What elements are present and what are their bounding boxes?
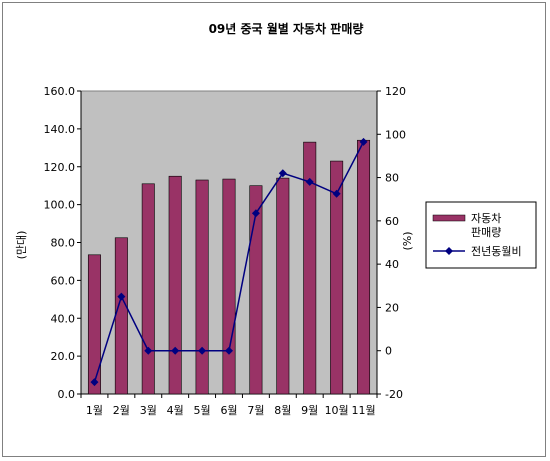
y2-tick-label: 120 [385, 85, 406, 98]
legend-line-label: 전년동월비 [471, 245, 522, 258]
y-tick-label: 160.0 [44, 85, 76, 98]
line-point [278, 169, 287, 178]
line-point [225, 346, 233, 355]
x-tick-label: 1월 [86, 404, 103, 417]
y2-tick-label: -20 [385, 388, 403, 401]
x-tick-label: 7월 [247, 404, 264, 417]
bar [330, 160, 344, 395]
legend: 자동차 판매량 전년동월비 [425, 201, 537, 269]
bar [114, 237, 128, 395]
y-tick-label: 120.0 [44, 161, 76, 174]
combo-chart: 09년 중국 월별 자동차 판매량 0.0 20.0 40.0 60.0 80.0 100… [15, 21, 537, 417]
y-tick-label: 40.0 [51, 312, 76, 325]
line-point [171, 346, 180, 355]
y2-tick-label: 60 [385, 215, 399, 228]
line-point [305, 177, 314, 186]
line-point [90, 378, 99, 387]
x-tick-label: 6월 [220, 404, 237, 417]
bar [249, 185, 263, 395]
bar [195, 179, 209, 395]
plot-area: 0.0 20.0 40.0 60.0 80.0 100.0 120.0 140.0 160.0 -… [44, 85, 407, 417]
chart-title: 09년 중국 월별 자동차 판매량 [209, 21, 364, 36]
y-axis-title: (만대) [15, 231, 28, 260]
y-tick-label: 140.0 [44, 123, 76, 136]
legend-box [425, 201, 537, 269]
y2-tick-label: 40 [385, 258, 399, 271]
x-tick-label: 9월 [301, 404, 318, 417]
line-point [359, 137, 368, 146]
y-tick-label: 80.0 [51, 237, 76, 250]
y-tick-label: 0.0 [58, 388, 76, 401]
bar [87, 254, 101, 395]
bar [276, 177, 290, 395]
line-point [198, 346, 207, 355]
y-tick-label: 100.0 [44, 199, 76, 212]
y2-tick-label: 80 [385, 172, 399, 185]
y2-axis-title: (%) [401, 231, 414, 250]
chart-frame: 09년 중국 월별 자동차 판매량 0.0 20.0 40.0 60.0 80.0 100… [2, 2, 546, 457]
x-tick-label: 8월 [274, 404, 291, 417]
bar [357, 139, 371, 395]
line-point [117, 292, 126, 301]
x-tick-label: 3월 [140, 404, 157, 417]
legend-bar-swatch [432, 214, 466, 222]
y2-tick-label: 20 [385, 301, 399, 314]
x-tick-label: 2월 [113, 404, 130, 417]
line-point [251, 209, 260, 218]
legend-line-marker [445, 247, 453, 255]
y2-tick-label: 0 [385, 345, 392, 358]
x-tick-label: 11월 [351, 404, 375, 417]
bar [303, 141, 317, 395]
y2-tick-label: 100 [385, 128, 406, 141]
y-tick-label: 60.0 [51, 274, 76, 287]
x-tick-label: 4월 [167, 404, 184, 417]
legend-bar-label-line2: 판매량 [471, 226, 501, 239]
x-tick-label: 10월 [325, 404, 349, 417]
x-tick-label: 5월 [194, 404, 211, 417]
bar [168, 175, 182, 395]
bar [222, 178, 236, 395]
bar [141, 183, 155, 395]
y-tick-label: 20.0 [51, 350, 76, 363]
legend-bar-label-line1: 자동차 [471, 212, 501, 225]
line-point [144, 346, 153, 355]
line-point [332, 189, 341, 198]
